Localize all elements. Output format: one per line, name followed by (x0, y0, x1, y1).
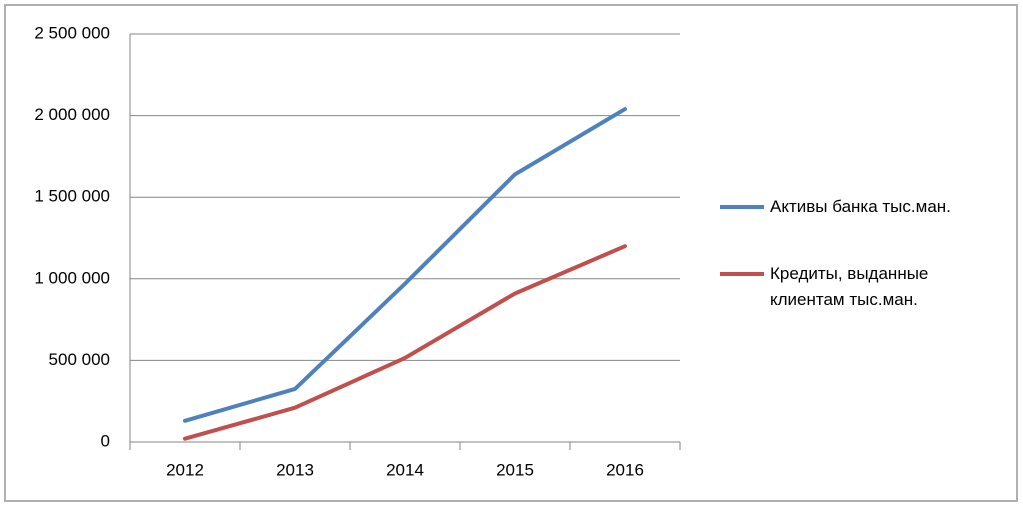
y-tick-label: 2 500 000 (34, 23, 110, 42)
y-tick-label: 0 (101, 431, 110, 450)
chart-border (4, 4, 1018, 502)
x-tick-label: 2016 (606, 460, 644, 479)
x-tick-label: 2015 (496, 460, 534, 479)
x-tick-label: 2013 (276, 460, 314, 479)
legend-label: Кредиты, выданные клиентам тыс.ман. (770, 264, 929, 309)
data-line (183, 107, 627, 423)
y-tick-label: 1 000 000 (34, 268, 110, 287)
y-tick-label: 2 000 000 (34, 105, 110, 124)
y-tick-label: 500 000 (49, 350, 110, 369)
legend-label: Активы банка тыс.ман. (770, 197, 951, 216)
x-tick-label: 2014 (386, 460, 424, 479)
data-line (183, 244, 627, 441)
x-tick-label: 2012 (166, 460, 204, 479)
y-tick-label: 1 500 000 (34, 187, 110, 206)
